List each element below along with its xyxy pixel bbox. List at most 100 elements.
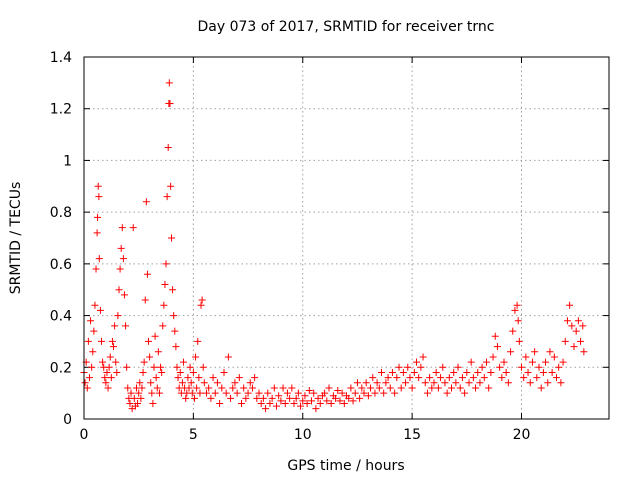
data-point-34 <box>115 286 123 294</box>
data-point-153 <box>286 394 294 402</box>
data-point-233 <box>461 389 469 397</box>
y-tick-label-3: 0.6 <box>50 257 72 273</box>
data-point-3 <box>83 384 91 392</box>
data-point-117 <box>207 394 215 402</box>
data-point-32 <box>113 368 121 376</box>
data-point-189 <box>364 392 372 400</box>
data-point-26 <box>106 353 114 361</box>
data-point-18 <box>98 337 105 345</box>
data-point-131 <box>238 399 245 407</box>
data-point-280 <box>561 337 569 345</box>
data-point-155 <box>290 399 298 407</box>
data-point-126 <box>227 394 235 402</box>
data-point-104 <box>189 368 197 376</box>
data-point-79 <box>164 144 172 151</box>
data-point-212 <box>415 374 423 382</box>
data-point-156 <box>292 394 300 402</box>
data-point-185 <box>356 394 364 402</box>
data-point-141 <box>259 394 267 402</box>
data-point-124 <box>222 389 230 397</box>
data-point-118 <box>209 374 217 382</box>
data-point-267 <box>533 374 541 382</box>
data-point-83 <box>167 182 175 190</box>
data-point-284 <box>570 343 578 351</box>
data-point-274 <box>548 368 556 376</box>
data-point-186 <box>358 384 366 392</box>
data-point-76 <box>161 281 169 289</box>
data-point-271 <box>542 358 550 366</box>
data-point-92 <box>176 368 184 376</box>
data-point-95 <box>180 358 188 366</box>
data-point-85 <box>169 286 177 294</box>
data-point-167 <box>316 399 324 407</box>
y-tick-label-7: 1.4 <box>50 50 72 66</box>
data-point-136 <box>248 384 256 392</box>
data-point-58 <box>141 296 149 304</box>
y-tick-label-1: 0.2 <box>50 360 72 376</box>
data-points <box>80 79 588 413</box>
data-point-283 <box>568 322 576 330</box>
data-point-177 <box>338 389 346 397</box>
grid-layer <box>84 57 609 419</box>
data-point-29 <box>110 343 118 351</box>
data-point-105 <box>190 394 198 402</box>
data-point-113 <box>199 363 207 371</box>
data-point-183 <box>351 389 359 397</box>
data-point-162 <box>305 387 313 395</box>
data-point-66 <box>150 363 158 371</box>
data-point-219 <box>430 379 438 387</box>
data-point-63 <box>147 379 155 387</box>
data-point-100 <box>185 384 193 392</box>
data-point-47 <box>129 224 137 232</box>
data-point-251 <box>500 358 508 366</box>
data-point-51 <box>134 399 142 407</box>
data-point-286 <box>574 317 582 325</box>
data-point-217 <box>426 374 434 382</box>
data-point-8 <box>89 348 97 356</box>
data-point-125 <box>224 353 232 361</box>
y-tick-label-2: 0.4 <box>50 309 72 325</box>
data-point-4 <box>84 337 92 345</box>
data-point-89 <box>173 363 181 371</box>
data-point-24 <box>104 384 112 392</box>
data-point-143 <box>264 389 272 397</box>
data-point-226 <box>445 374 453 382</box>
data-point-57 <box>140 358 148 366</box>
data-point-241 <box>478 363 486 371</box>
data-point-231 <box>456 384 464 392</box>
data-point-12 <box>93 229 101 237</box>
data-point-270 <box>539 368 547 376</box>
data-point-225 <box>443 389 451 397</box>
data-point-11 <box>92 265 100 273</box>
data-point-255 <box>509 327 517 335</box>
y-tick-label-6: 1.2 <box>50 102 72 118</box>
data-point-114 <box>200 379 208 387</box>
data-point-36 <box>117 244 125 252</box>
data-point-178 <box>340 399 348 407</box>
data-point-61 <box>145 337 153 345</box>
data-point-87 <box>171 327 179 335</box>
data-point-56 <box>139 368 147 376</box>
data-point-111 <box>197 301 205 309</box>
data-point-67 <box>151 332 159 340</box>
data-point-68 <box>152 374 160 382</box>
data-point-165 <box>312 405 320 413</box>
data-point-148 <box>275 392 283 400</box>
data-point-193 <box>373 379 381 387</box>
data-point-5 <box>85 374 93 382</box>
data-point-198 <box>384 374 392 382</box>
data-point-181 <box>347 384 355 392</box>
data-point-242 <box>480 374 488 382</box>
data-point-230 <box>454 363 462 371</box>
data-point-10 <box>91 301 99 309</box>
data-point-260 <box>518 363 525 371</box>
data-point-35 <box>116 265 124 273</box>
data-point-248 <box>493 343 501 351</box>
y-tick-label-5: 1 <box>63 153 72 169</box>
data-point-227 <box>448 384 455 392</box>
data-point-192 <box>371 389 379 397</box>
x-tick-label-1: 5 <box>189 427 198 443</box>
data-point-152 <box>283 389 291 397</box>
data-point-150 <box>279 384 287 392</box>
data-point-40 <box>122 322 130 330</box>
